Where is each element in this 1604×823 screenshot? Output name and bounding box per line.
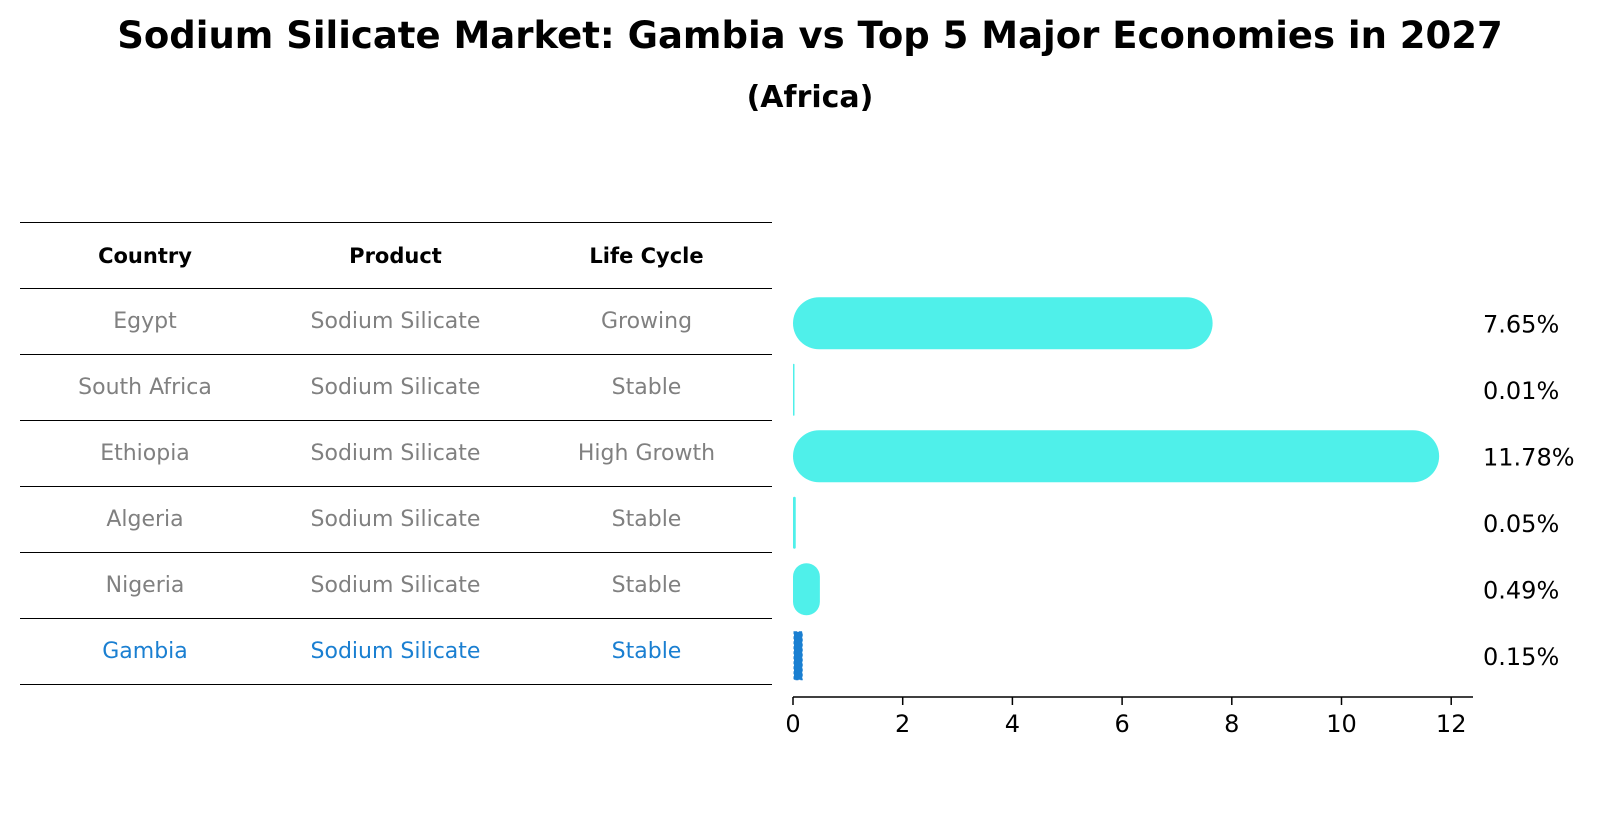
data-label: 0.49% (1483, 576, 1559, 604)
x-tick-label: 12 (1436, 710, 1467, 738)
chart-title: Sodium Silicate Market: Gambia vs Top 5 … (117, 14, 1503, 57)
cell-life-cycle: Stable (611, 507, 682, 532)
cell-country: South Africa (78, 375, 212, 400)
x-tick-label: 4 (1005, 710, 1020, 738)
cell-life-cycle: Growing (600, 309, 693, 334)
header-life-cycle: Life Cycle (589, 244, 704, 268)
data-label: 11.78% (1483, 443, 1575, 471)
cell-product: Sodium Silicate (310, 309, 481, 334)
x-tick-label: 8 (1224, 710, 1239, 738)
header-country: Country (98, 244, 192, 268)
cell-country: Ethiopia (100, 441, 190, 466)
data-label: 7.65% (1483, 310, 1559, 338)
bar-egypt (793, 297, 1213, 350)
cell-product: Sodium Silicate (310, 507, 481, 532)
cell-life-cycle: Stable (611, 639, 682, 664)
cell-product: Sodium Silicate (310, 639, 481, 664)
table-row: Egypt Sodium Silicate Growing (20, 288, 772, 354)
bar-nigeria (793, 563, 820, 616)
bar-algeria (793, 496, 796, 549)
market-table: Country Product Life Cycle Egypt Sodium … (20, 222, 772, 685)
cell-country: Egypt (113, 309, 177, 334)
table-row: Ethiopia Sodium Silicate High Growth (20, 420, 772, 486)
bar-south-africa (793, 363, 795, 416)
table-header-row: Country Product Life Cycle (20, 222, 772, 288)
header-product: Product (349, 244, 442, 268)
bar-ethiopia (793, 430, 1440, 483)
cell-life-cycle: High Growth (577, 441, 716, 466)
data-label: 0.15% (1483, 643, 1559, 671)
table-row: Algeria Sodium Silicate Stable (20, 486, 772, 552)
table-row: South Africa Sodium Silicate Stable (20, 354, 772, 420)
cell-product: Sodium Silicate (310, 375, 481, 400)
cell-life-cycle: Stable (611, 375, 682, 400)
table-row-highlighted: Gambia Sodium Silicate Stable (20, 618, 772, 685)
x-tick-label: 0 (785, 710, 800, 738)
cell-country: Algeria (106, 507, 184, 532)
table-row: Nigeria Sodium Silicate Stable (20, 552, 772, 618)
x-tick-label: 2 (895, 710, 910, 738)
data-label: 0.05% (1483, 510, 1559, 538)
cell-country: Gambia (102, 639, 188, 664)
cell-life-cycle: Stable (611, 573, 682, 598)
cell-product: Sodium Silicate (310, 441, 481, 466)
cell-country: Nigeria (105, 573, 185, 598)
cell-product: Sodium Silicate (310, 573, 481, 598)
x-tick-label: 6 (1114, 710, 1129, 738)
chart-subtitle: (Africa) (746, 80, 874, 115)
x-tick-label: 10 (1326, 710, 1357, 738)
bar-gambia (793, 631, 803, 681)
data-label: 0.01% (1483, 377, 1559, 405)
